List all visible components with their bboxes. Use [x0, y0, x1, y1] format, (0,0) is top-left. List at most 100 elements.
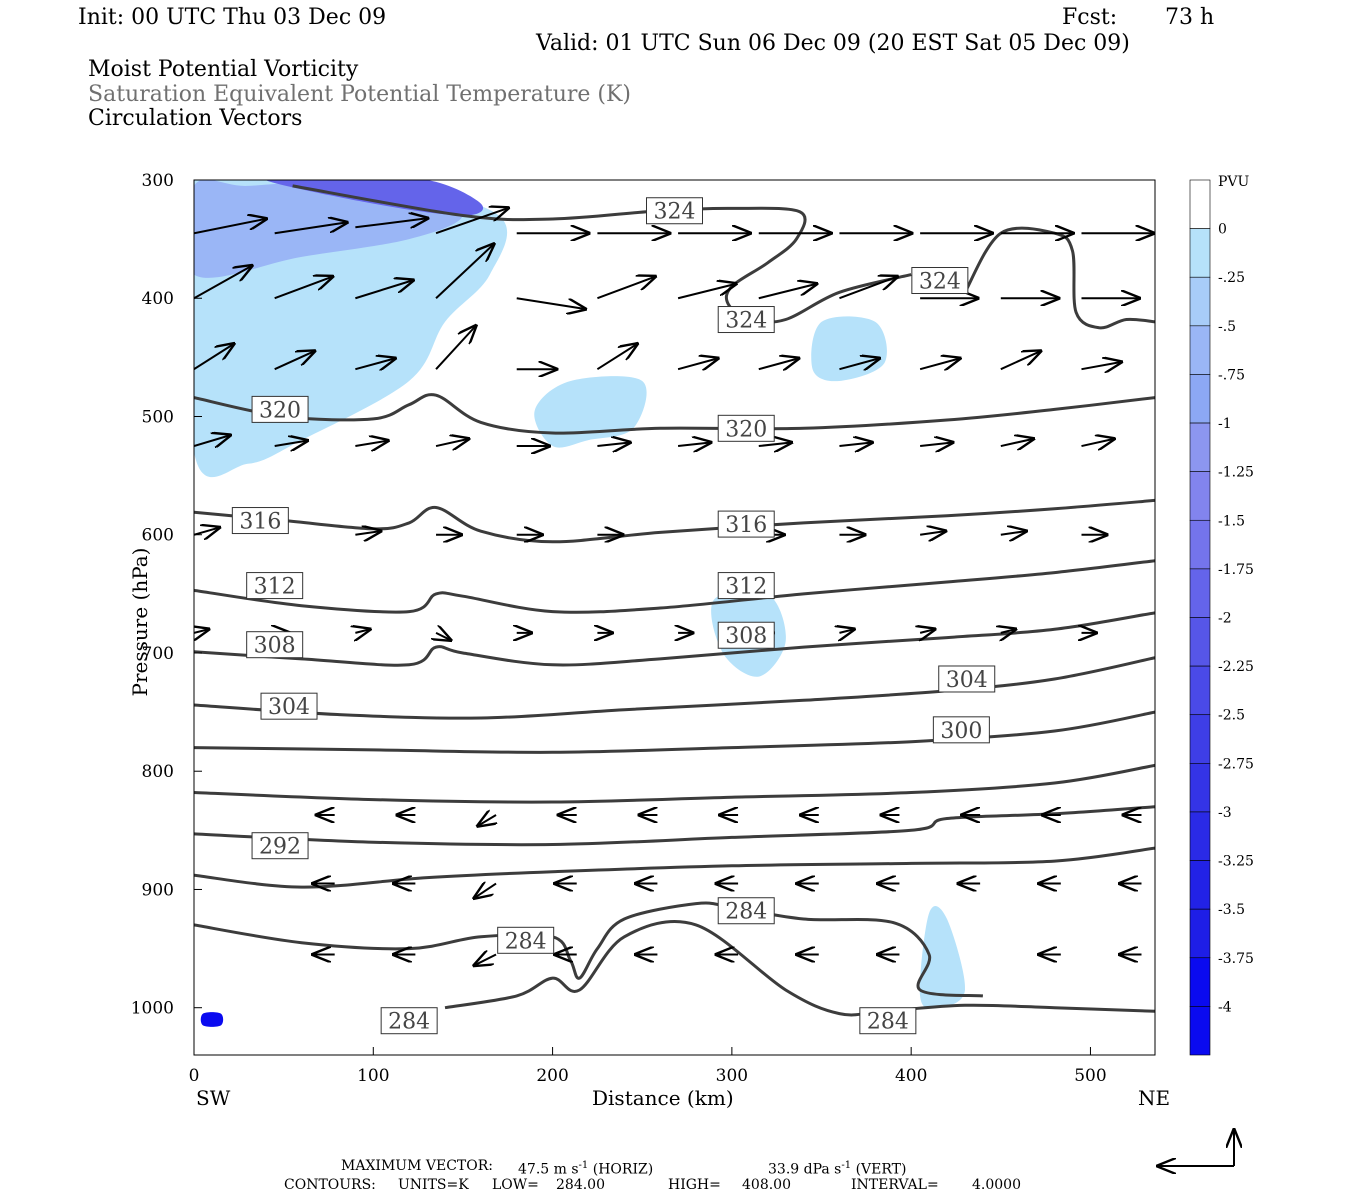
- theta-contour: [194, 559, 1155, 614]
- field-title-pv: Moist Potential Vorticity: [88, 57, 359, 82]
- contour-label: 284: [388, 1010, 430, 1035]
- circulation-vector: [474, 884, 497, 898]
- circulation-vector: [435, 208, 508, 235]
- circulation-vector: [677, 284, 736, 300]
- contour-label-box: [717, 510, 775, 538]
- colorbar-level-label: -.25: [1218, 270, 1245, 286]
- circulation-vector: [435, 439, 468, 446]
- colorbar-cell: [1189, 519, 1211, 570]
- colorbar-level-label: -2: [1218, 611, 1232, 627]
- theta-contour: [194, 393, 1155, 435]
- contour-label: 312: [725, 575, 767, 600]
- contour-label-box: [717, 621, 775, 649]
- colorbar-level-label: -3.25: [1218, 854, 1254, 870]
- contour-label-box: [246, 572, 304, 600]
- circulation-vector: [478, 815, 496, 826]
- contour-label-box: [717, 414, 775, 442]
- contour-label: 320: [725, 417, 767, 442]
- circulation-vector: [194, 435, 230, 446]
- field-title-vectors: Circulation Vectors: [88, 106, 303, 131]
- contour-label-box: [646, 197, 703, 225]
- colorbar-cell: [1189, 422, 1211, 472]
- contours-label: CONTOURS:: [284, 1177, 376, 1193]
- theta-contour: [194, 498, 1155, 544]
- contour-label: 304: [946, 668, 988, 693]
- theta-contour: [194, 763, 1155, 804]
- colorbar-level-label: -3.5: [1218, 902, 1245, 918]
- circulation-vector: [355, 358, 395, 369]
- circulation-vector: [194, 629, 208, 633]
- circulation-vector: [677, 358, 718, 369]
- valid-time: Valid: 01 UTC Sun 06 Dec 09 (20 EST Sat …: [536, 31, 1130, 56]
- theta-contour: [194, 656, 1155, 720]
- x-axis-title: Distance (km): [592, 1086, 734, 1110]
- colorbar-level-label: -.75: [1218, 367, 1245, 383]
- contour-label-box: [859, 1007, 917, 1035]
- reference-vector-icon: [1158, 1130, 1234, 1166]
- circulation-vector: [355, 531, 380, 535]
- contour-label: 300: [940, 719, 982, 744]
- circulation-vector: [920, 442, 952, 446]
- colorbar-cell: [1189, 763, 1211, 813]
- circulation-vector: [355, 629, 369, 633]
- contour-label-box: [497, 926, 555, 954]
- contours-interval-label: INTERVAL=: [851, 1177, 939, 1193]
- y-tick-label: 600: [142, 526, 174, 546]
- x-tick-label: 100: [357, 1066, 389, 1086]
- contour-label: 308: [725, 624, 767, 649]
- colorbar-cell: [1189, 471, 1211, 521]
- circulation-vector: [194, 219, 266, 235]
- contour-label-box: [246, 631, 304, 659]
- circulation-vector: [839, 358, 879, 369]
- x-tick-label: 500: [1074, 1066, 1106, 1086]
- circulation-vector: [194, 344, 234, 371]
- y-tick-label: 700: [142, 644, 174, 664]
- circulation-vector: [920, 629, 934, 633]
- circulation-vector: [194, 528, 219, 535]
- circulation-vector: [355, 280, 413, 300]
- colorbar-cell: [1189, 860, 1211, 910]
- contour-label: 312: [254, 575, 296, 600]
- theta-contour: [194, 611, 1155, 667]
- sw-label: SW: [196, 1086, 231, 1110]
- contour-label-box: [938, 665, 996, 693]
- circulation-vector: [597, 442, 629, 446]
- colorbar-level-label: -2.5: [1218, 708, 1245, 724]
- circulation-vector: [1081, 439, 1113, 446]
- plot-frame: [193, 179, 1156, 1056]
- circulation-vector: [355, 441, 387, 446]
- pv-patch: [534, 376, 647, 448]
- contour-label: 308: [254, 634, 296, 659]
- colorbar-cell: [1189, 325, 1211, 375]
- colorbar-cell: [1189, 228, 1211, 278]
- y-tick-label: 1000: [131, 999, 174, 1019]
- theta-contour: [444, 920, 1155, 1017]
- pv-patch: [265, 180, 484, 216]
- circulation-vector: [436, 633, 450, 640]
- colorbar-cell: [1189, 374, 1211, 424]
- contour-label: 324: [725, 309, 767, 334]
- circulation-vector: [1001, 629, 1015, 633]
- y-tick-label: 500: [142, 407, 174, 427]
- x-tick-label: 200: [536, 1066, 568, 1086]
- circulation-vector: [274, 441, 307, 446]
- circulation-vector: [516, 297, 585, 309]
- contour-label-box: [717, 572, 775, 600]
- circulation-vector: [474, 954, 497, 965]
- max-vert-value: 33.9 dPa s-1 (VERT): [768, 1160, 907, 1178]
- colorbar-level-label: -1: [1218, 416, 1232, 432]
- contour-label-box: [911, 267, 969, 295]
- x-tick-label: 0: [189, 1066, 200, 1086]
- contour-label: 324: [919, 270, 961, 295]
- circulation-vector: [1081, 362, 1121, 369]
- theta-contour: [194, 805, 1155, 847]
- colorbar-cell: [1189, 714, 1211, 764]
- contours-interval: 4.0000: [972, 1177, 1021, 1193]
- colorbar-level-label: -3.75: [1218, 951, 1254, 967]
- circulation-vector: [919, 358, 960, 369]
- colorbar-level-label: -2.75: [1218, 756, 1254, 772]
- circulation-vector: [274, 277, 333, 300]
- circulation-vector: [839, 629, 853, 633]
- circulation-vector: [839, 277, 897, 300]
